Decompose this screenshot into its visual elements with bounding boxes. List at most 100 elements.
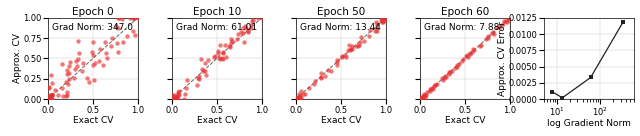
X-axis label: Exact CV: Exact CV — [445, 116, 485, 125]
Point — [337, 55, 347, 58]
Point — [436, 77, 447, 79]
Point — [44, 86, 54, 88]
Point — [420, 94, 430, 96]
Point — [309, 83, 319, 86]
Point — [440, 75, 450, 77]
Point — [106, 37, 116, 39]
Point — [371, 20, 381, 23]
Point — [113, 17, 124, 19]
Point — [492, 26, 502, 29]
Point — [122, 35, 132, 37]
Point — [167, 98, 177, 100]
Point — [172, 98, 182, 100]
Point — [377, 18, 387, 20]
Point — [114, 17, 124, 19]
Point — [198, 70, 208, 72]
Point — [52, 94, 63, 96]
Point — [128, 17, 138, 19]
Y-axis label: Approx. CV: Approx. CV — [13, 34, 22, 83]
Point — [70, 60, 81, 62]
Point — [192, 84, 202, 86]
Point — [431, 83, 442, 85]
Title: Epoch 10: Epoch 10 — [193, 7, 241, 17]
Point — [378, 21, 388, 23]
Point — [309, 80, 319, 82]
Point — [417, 97, 427, 99]
Point — [194, 78, 204, 80]
Point — [445, 71, 456, 73]
Point — [316, 72, 326, 74]
Point — [213, 50, 223, 52]
Point — [58, 95, 68, 97]
Point — [95, 48, 106, 50]
Point — [465, 53, 475, 55]
Point — [174, 94, 184, 96]
Point — [130, 34, 140, 36]
Point — [419, 95, 429, 97]
Point — [296, 96, 306, 98]
Point — [44, 96, 54, 98]
Point — [316, 76, 326, 78]
Point — [343, 49, 353, 51]
Point — [441, 75, 451, 78]
Point — [84, 81, 95, 83]
Point — [61, 94, 72, 96]
Point — [45, 96, 56, 99]
Point — [112, 42, 122, 44]
Point — [462, 54, 472, 56]
Point — [180, 87, 191, 89]
Point — [243, 31, 253, 33]
Point — [44, 98, 54, 100]
Point — [239, 25, 250, 27]
Point — [173, 92, 183, 95]
Point — [58, 87, 68, 89]
Point — [246, 27, 256, 29]
Point — [348, 45, 358, 47]
Text: Grad Norm: 13.44: Grad Norm: 13.44 — [300, 23, 381, 32]
Point — [170, 98, 180, 100]
Point — [415, 97, 426, 99]
Point — [46, 93, 56, 96]
Point — [46, 97, 56, 100]
Point — [291, 97, 301, 100]
Point — [72, 65, 82, 67]
Point — [422, 91, 433, 93]
Point — [371, 27, 381, 29]
Point — [346, 47, 356, 50]
Point — [102, 57, 112, 59]
Point — [332, 64, 342, 66]
Point — [172, 95, 182, 98]
Point — [45, 94, 56, 96]
Point — [372, 23, 382, 25]
Point — [292, 97, 303, 99]
Point — [451, 67, 461, 69]
Point — [172, 96, 182, 98]
Point — [294, 93, 304, 95]
Point — [418, 95, 428, 98]
Point — [418, 96, 428, 98]
Point — [200, 70, 210, 72]
Point — [209, 56, 219, 59]
Point — [226, 42, 236, 44]
Point — [483, 36, 493, 39]
Point — [468, 48, 478, 50]
Point — [304, 87, 314, 89]
Point — [233, 33, 243, 35]
Point — [454, 63, 464, 65]
Point — [174, 90, 184, 92]
Point — [488, 31, 499, 33]
Text: Grad Norm: 7.88: Grad Norm: 7.88 — [424, 23, 500, 32]
Point — [430, 84, 440, 86]
Point — [248, 19, 259, 21]
Point — [430, 83, 440, 86]
Point — [194, 75, 204, 77]
Point — [78, 62, 88, 64]
Point — [68, 77, 79, 79]
Point — [117, 18, 127, 20]
Point — [247, 19, 257, 22]
Point — [346, 48, 356, 50]
Point — [124, 17, 134, 19]
Point — [70, 68, 80, 70]
Point — [63, 83, 73, 85]
Point — [293, 98, 303, 100]
